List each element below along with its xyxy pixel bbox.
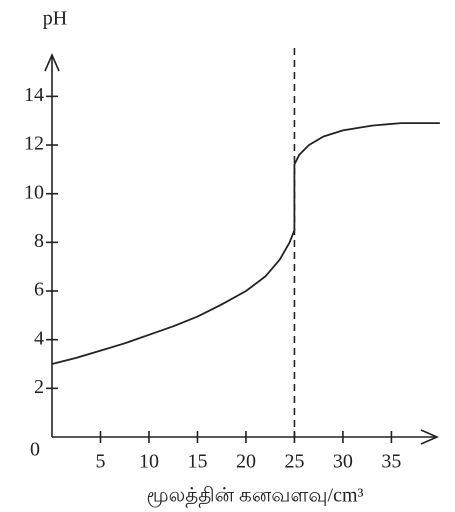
y-tick-label: 8 bbox=[34, 230, 44, 252]
chart: pH மூலத்தின் கனவளவு/cm³ 0 2 4 6 8 10 12 14 5 10 15… bbox=[0, 0, 455, 512]
x-axis-label: மூலத்தின் கனவளவு/cm³ bbox=[146, 485, 363, 508]
x-tick-label: 10 bbox=[139, 451, 159, 473]
x-tick-label: 5 bbox=[95, 451, 105, 473]
origin-label: 0 bbox=[30, 439, 40, 461]
titration-curve bbox=[52, 123, 440, 364]
y-tick-label: 4 bbox=[34, 327, 44, 349]
x-tick-label: 30 bbox=[333, 451, 353, 473]
y-tick-label: 12 bbox=[24, 133, 44, 155]
y-tick-label: 6 bbox=[34, 279, 44, 301]
x-tick-label: 25 bbox=[284, 451, 304, 473]
x-tick-label: 35 bbox=[381, 451, 401, 473]
x-tick-label: 20 bbox=[236, 451, 256, 473]
x-tick-label: 15 bbox=[187, 451, 207, 473]
y-tick-label: 2 bbox=[34, 376, 44, 398]
y-tick-label: 10 bbox=[24, 181, 44, 203]
y-axis-label: pH bbox=[43, 8, 67, 30]
y-tick-label: 14 bbox=[24, 84, 44, 106]
